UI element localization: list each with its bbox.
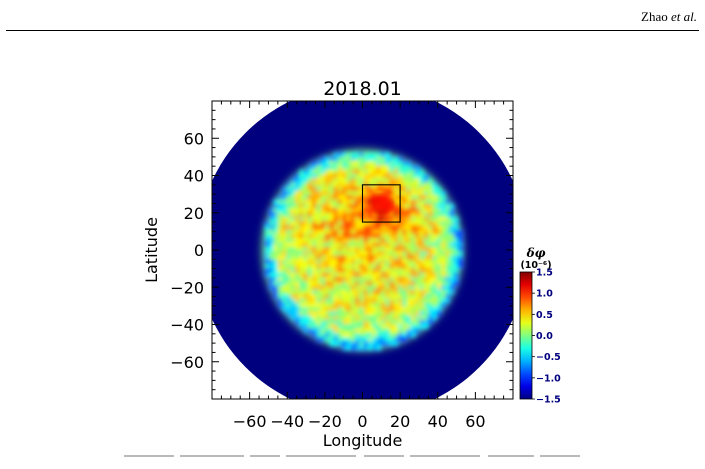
x-tick-label: −20: [308, 412, 342, 431]
x-tick-label: −60: [233, 412, 267, 431]
colorbar-tick-label: 0.5: [536, 310, 553, 321]
dopplergram-field: [262, 150, 464, 351]
chart-title: 2018.01: [323, 78, 402, 100]
x-tick-label: −40: [270, 412, 304, 431]
active-region-spot: [370, 194, 393, 213]
x-tick-label: 60: [465, 412, 485, 431]
running-head: Zhao et al.: [641, 9, 697, 25]
x-tick-label: 40: [428, 412, 448, 431]
y-tick-label: 40: [184, 167, 204, 186]
et-al: et al.: [671, 9, 697, 24]
colorbar-tick-label: −1.5: [536, 395, 561, 406]
y-axis-label: Latitude: [142, 217, 161, 283]
y-tick-label: −60: [170, 353, 204, 372]
colorbar-tick-label: 1.0: [536, 289, 553, 300]
y-tick-label: 60: [184, 129, 204, 148]
axis-ticks: [212, 101, 513, 399]
x-tick-label: 0: [357, 412, 367, 431]
y-tick-label: 20: [184, 204, 204, 223]
colorbar: [519, 271, 533, 400]
x-axis-label: Longitude: [323, 431, 403, 450]
x-tick-label: 20: [390, 412, 410, 431]
y-tick-label: 0: [194, 241, 204, 260]
colorbar-tick-label: −0.5: [536, 352, 561, 363]
caption-fragment: [0, 455, 705, 469]
colorbar-label: δφ: [526, 246, 546, 260]
y-tick-label: −20: [170, 278, 204, 297]
region-box: [361, 184, 401, 223]
colorbar-tick-label: 1.5: [536, 268, 553, 279]
heatmap-area: [212, 101, 513, 399]
author-name: Zhao: [641, 9, 668, 24]
y-tick-label: −40: [170, 316, 204, 335]
colorbar-tick-label: 0.0: [536, 331, 553, 342]
colorbar-tick-label: −1.0: [536, 373, 561, 384]
header-rule: [6, 30, 699, 31]
colorbar-unit: (10⁻⁶): [520, 260, 551, 271]
